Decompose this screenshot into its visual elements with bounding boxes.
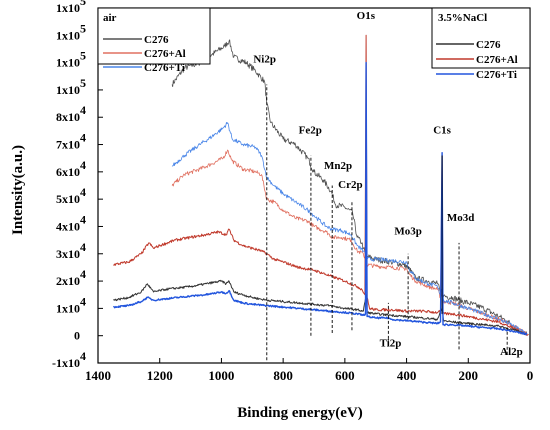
legend-label: C276+Ti [476, 69, 517, 81]
x-tick-label: 1400 [85, 368, 111, 383]
peak-markers: Ni2p Fe2p Mn2p Cr2p O1s Mo3p C1s Mo3d Ti2p Al2p [253, 10, 523, 361]
series-line-nacl-4 [113, 279, 528, 336]
y-tick-exponent: 4 [80, 212, 86, 226]
peak-label-ni2p: Ni2p [253, 54, 276, 66]
legend-box [431, 7, 531, 69]
y-tick-exponent: 4 [80, 294, 86, 308]
y-tick-label: 1x10 [56, 28, 80, 42]
peak-label-fe2p: Fe2p [299, 125, 322, 137]
peak-label-ti2p: Ti2p [380, 338, 402, 350]
series-line-nacl-5 [113, 61, 528, 336]
y-tick-label: -1x10 [52, 356, 80, 370]
y-tick-label: 1x10 [56, 83, 80, 97]
x-axis-title: Binding energy(eV) [237, 405, 362, 421]
y-tick-label: 1x10 [56, 56, 80, 70]
y-tick-label: 1x10 [56, 1, 80, 15]
series-line-air-2 [171, 122, 528, 336]
legend-label: C276+Al [476, 54, 518, 66]
y-tick-exponent: 4 [80, 267, 86, 281]
x-tick-label: 1200 [147, 368, 173, 383]
y-axis-title: Intensity(a.u.) [10, 145, 26, 235]
y-tick-label: 5x10 [56, 192, 80, 206]
y-tick-exponent: 5 [80, 0, 86, 8]
x-tick-label: 400 [397, 368, 417, 383]
y-tick-exponent: 5 [80, 21, 86, 35]
legend-title: 3.5%NaCl [438, 12, 487, 24]
y-tick-label: 2x10 [56, 274, 80, 288]
series-layer [113, 34, 529, 336]
plot-border [97, 7, 531, 364]
y-tick-exponent: 4 [80, 158, 86, 172]
x-tick-label: 0 [527, 368, 534, 383]
peak-label-c1s: C1s [433, 125, 451, 137]
y-tick-exponent: 4 [80, 240, 86, 254]
legend-title: air [103, 12, 117, 24]
legend-air: air C276 C276+Al C276+Ti [97, 7, 211, 74]
y-tick-exponent: 5 [80, 49, 86, 63]
y-tick-exponent: 4 [80, 349, 86, 363]
legend-label: C276 [144, 34, 169, 46]
peak-label-o1s: O1s [357, 10, 376, 22]
y-tick-label: 6x10 [56, 165, 80, 179]
peak-label-al2p: Al2p [500, 346, 523, 358]
y-tick-exponent: 4 [80, 185, 86, 199]
y-tick-label: 3x10 [56, 247, 80, 261]
series-line-air-0 [171, 39, 528, 335]
peak-label-mo3p: Mo3p [394, 226, 422, 238]
peak-label-mo3d: Mo3d [447, 212, 475, 224]
y-tick-label: 4x10 [56, 219, 80, 233]
plot-frame [97, 7, 531, 364]
peak-label-cr2p: Cr2p [338, 179, 362, 191]
x-tick-label: 200 [459, 368, 479, 383]
legend-box [97, 7, 211, 65]
series-line-air-1 [171, 149, 528, 336]
y-tick-label: 8x10 [56, 110, 80, 124]
x-tick-label: 1000 [208, 368, 234, 383]
y-tick-exponent: 4 [80, 131, 86, 145]
legend-label: C276+Al [144, 48, 186, 60]
legend-label: C276 [476, 39, 501, 51]
y-tick-label: 1x10 [56, 301, 80, 315]
y-tick-label: 0 [74, 329, 80, 343]
series-line-nacl-3 [113, 34, 529, 336]
legend-nacl: 3.5%NaCl C276 C276+Al C276+Ti [431, 7, 531, 81]
x-tick-label: 800 [273, 368, 293, 383]
y-tick-exponent: 4 [80, 103, 86, 117]
legend-label: C276+Ti [144, 62, 185, 74]
x-axis-ticks: 1400 1200 1000 800 600 400 200 0 [85, 358, 533, 383]
peak-label-mn2p: Mn2p [324, 160, 352, 172]
y-tick-label: 7x10 [56, 138, 80, 152]
y-tick-exponent: 5 [80, 76, 86, 90]
x-tick-label: 600 [335, 368, 355, 383]
